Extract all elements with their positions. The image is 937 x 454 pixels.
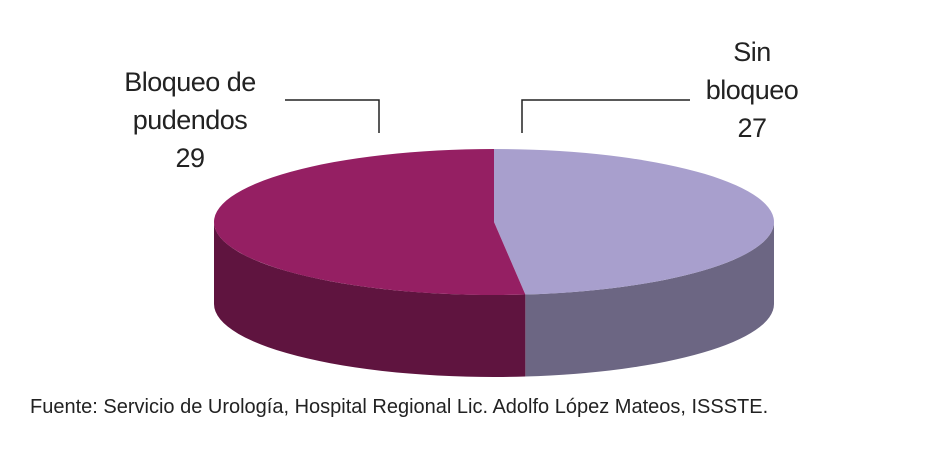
slice [214, 149, 526, 295]
source-note: Fuente: Servicio de Urología, Hospital R… [30, 396, 769, 418]
slice-side [525, 222, 774, 377]
leader-line [285, 99, 380, 133]
category-label: Sin bloqueo [705, 37, 799, 105]
category-label: Bloqueo de pudendos [124, 67, 256, 135]
value-label: 29 [175, 143, 205, 173]
pie [213, 149, 774, 377]
leader-line [521, 99, 690, 133]
slice-label: Bloqueo de pudendos 29 [105, 63, 275, 177]
value-label: 27 [737, 113, 767, 143]
slice-side [213, 222, 526, 377]
slice-label: Sin bloqueo 27 [697, 33, 807, 147]
slice [494, 149, 774, 295]
